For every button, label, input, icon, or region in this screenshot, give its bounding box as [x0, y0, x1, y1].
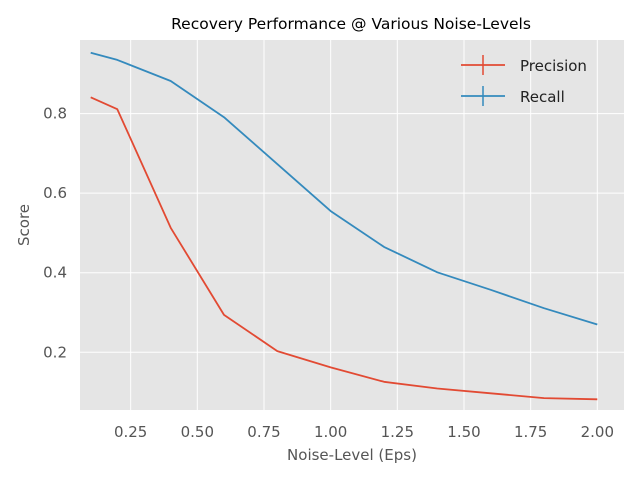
- y-tick-label: 0.6: [43, 184, 67, 202]
- legend-item-precision: Precision: [461, 55, 587, 75]
- axis-ticks: 0.25 0.50 0.75 1.00 1.25 1.50 1.75 2.00 0.2 0.4 0.…: [43, 105, 614, 441]
- y-axis-title: Score: [15, 204, 33, 246]
- legend: Precision Recall: [461, 55, 587, 106]
- series-lines: [90, 51, 598, 401]
- x-tick-label: 1.25: [381, 423, 414, 441]
- legend-label: Precision: [520, 57, 587, 75]
- series-line-precision: [90, 96, 598, 401]
- x-tick-label: 0.25: [114, 423, 147, 441]
- chart-title: Recovery Performance @ Various Noise-Lev…: [171, 15, 531, 33]
- legend-item-recall: Recall: [461, 86, 565, 106]
- legend-label: Recall: [520, 88, 565, 106]
- x-axis-title: Noise-Level (Eps): [287, 446, 417, 464]
- y-tick-label: 0.4: [43, 264, 67, 282]
- x-tick-label: 1.50: [447, 423, 480, 441]
- x-tick-label: 0.50: [181, 423, 214, 441]
- y-tick-label: 0.2: [43, 343, 67, 361]
- y-tick-label: 0.8: [43, 105, 67, 123]
- x-tick-label: 0.75: [247, 423, 280, 441]
- grid: [80, 40, 624, 410]
- series-line-recall: [90, 51, 598, 326]
- x-tick-label: 1.75: [514, 423, 547, 441]
- x-tick-label: 2.00: [581, 423, 614, 441]
- x-tick-label: 1.00: [314, 423, 347, 441]
